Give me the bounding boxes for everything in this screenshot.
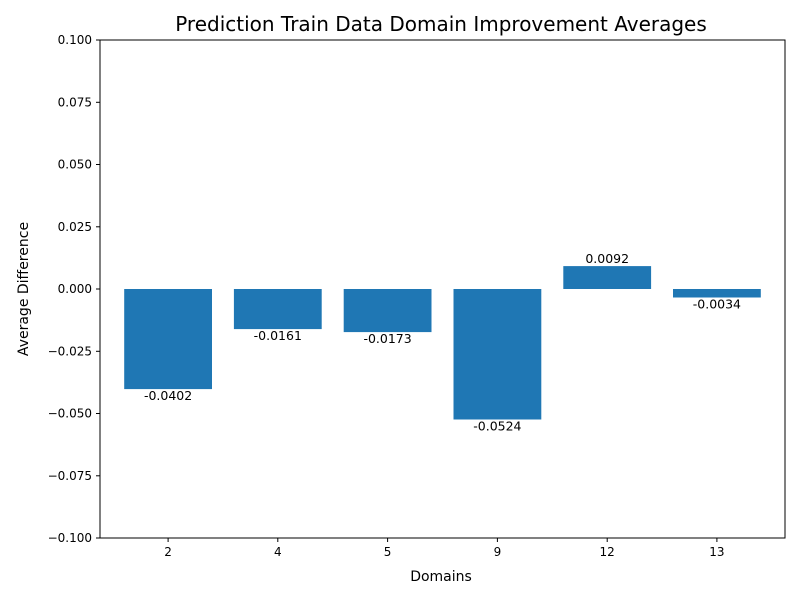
- bar-domain-5: [343, 289, 432, 333]
- bar-domain-9: [453, 289, 542, 420]
- bar-domain-12: [563, 266, 652, 289]
- y-tick-label: −0.100: [48, 531, 92, 545]
- data-label-domain-12: 0.0092: [585, 251, 629, 266]
- data-label-domain-5: -0.0173: [363, 331, 411, 346]
- x-axis-label: Domains: [410, 569, 472, 585]
- x-tick-label: 5: [384, 545, 392, 559]
- bar-domain-4: [233, 289, 322, 330]
- y-tick-label: 0.050: [58, 158, 92, 172]
- bar-domain-13: [673, 289, 761, 298]
- y-tick-label: 0.100: [58, 33, 92, 47]
- data-label-domain-4: -0.0161: [254, 328, 302, 343]
- data-label-domain-13: -0.0034: [693, 297, 741, 312]
- x-tick-label: 13: [709, 545, 724, 559]
- y-tick-label: 0.000: [58, 282, 92, 296]
- bar-domain-2: [124, 289, 212, 390]
- x-tick-label: 2: [164, 545, 172, 559]
- chart-title: Prediction Train Data Domain Improvement…: [175, 12, 707, 36]
- y-axis: −0.100 −0.075 −0.050 −0.025 0.000 0.025 0.050 0…: [48, 33, 100, 545]
- x-axis: 2 4 5 9 12 13: [164, 538, 725, 559]
- data-label-domain-2: -0.0402: [144, 388, 192, 403]
- y-tick-label: −0.025: [48, 344, 92, 358]
- data-labels-layer: -0.0402 -0.0161 -0.0173 -0.0524 0.0092 -0.003…: [144, 251, 741, 433]
- x-tick-label: 4: [274, 545, 282, 559]
- x-tick-label: 12: [600, 545, 615, 559]
- y-tick-label: 0.025: [58, 220, 92, 234]
- y-tick-label: −0.050: [48, 407, 92, 421]
- y-tick-label: −0.075: [48, 469, 92, 483]
- x-tick-label: 9: [494, 545, 502, 559]
- y-tick-label: 0.075: [58, 95, 92, 109]
- y-axis-label: Average Difference: [16, 222, 32, 356]
- data-label-domain-9: -0.0524: [473, 419, 521, 434]
- bars-layer: [124, 266, 761, 420]
